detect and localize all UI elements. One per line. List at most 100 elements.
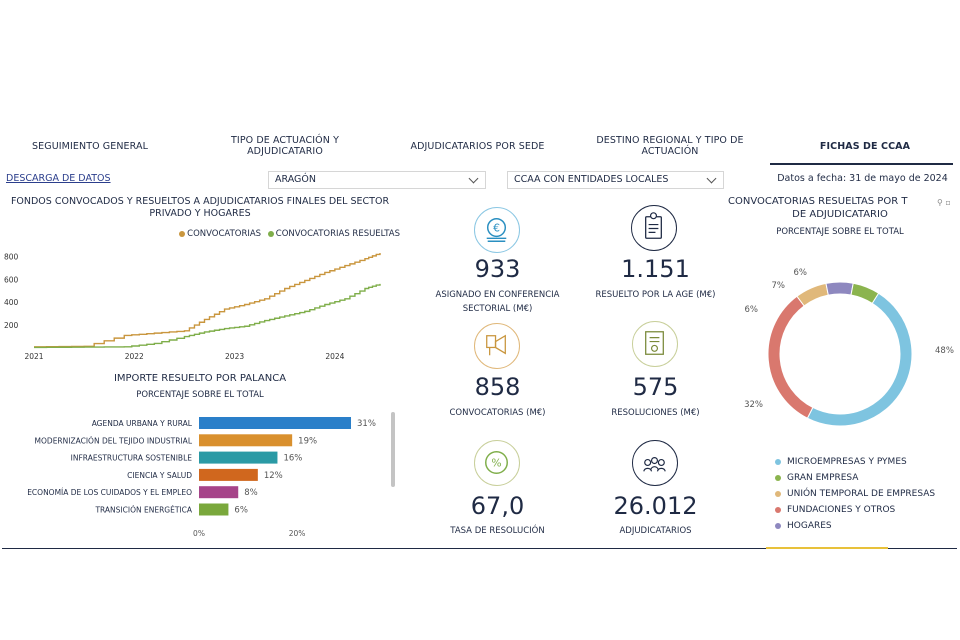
bar-value-label: 19%: [298, 436, 317, 446]
legend-label: UNIÓN TEMPORAL DE EMPRESAS: [787, 489, 936, 499]
bar-category-label: AGENDA URBANA Y RURAL: [92, 419, 193, 428]
tab-fichas-ccaa[interactable]: FICHAS DE CCAA: [819, 141, 911, 152]
download-data-link[interactable]: DESCARGA DE DATOS: [6, 173, 111, 184]
x-tick-label: 20%: [289, 529, 306, 538]
legend-item: MICROEMPRESAS Y PYMES: [775, 454, 935, 470]
donut-slice: [850, 282, 880, 305]
tab-destino-regional[interactable]: DESTINO REGIONAL Y TIPO DE ACTUACIÓN: [596, 135, 744, 157]
line-chart: 200 400 600 800 2021 2022 2023 2024: [4, 252, 381, 361]
legend-item: GRAN EMPRESA: [775, 470, 935, 486]
certificate-icon: [632, 321, 678, 367]
series-line-resueltas: [34, 283, 381, 349]
document-badge-icon: [631, 205, 677, 251]
donut-chart: 48% 6% 7% 32% 6%: [744, 268, 954, 427]
svg-text:€: €: [493, 221, 500, 234]
bar-category-label: TRANSICIÓN ENERGÉTICA: [94, 506, 192, 515]
y-tick-label: 800: [4, 252, 19, 261]
kpi-label-resoluciones: RESOLUCIONES (M€): [611, 408, 700, 418]
chevron-down-icon: [468, 173, 479, 184]
bar: [199, 417, 351, 429]
bar: [199, 434, 293, 447]
kpi-label-asignado: ASIGNADO EN CONFERENCIA SECTORIAL (M€): [435, 290, 560, 314]
chevron-down-icon: [706, 173, 717, 184]
donut-slice: [825, 281, 854, 296]
region-select[interactable]: ARAGÓN: [268, 171, 486, 189]
bar: [199, 503, 229, 516]
region-select-value: ARAGÓN: [275, 174, 316, 185]
bar-value-label: 6%: [234, 506, 248, 516]
legend-dot: [775, 458, 781, 465]
active-tab-underline: [770, 163, 953, 165]
donut-value-label: 6%: [794, 268, 808, 278]
y-tick-label: 600: [4, 275, 19, 284]
legend-item: UNIÓN TEMPORAL DE EMPRESAS: [775, 486, 935, 502]
kpi-value-asignado: 933: [474, 255, 521, 283]
kpi-value-convocatorias: 858: [474, 373, 521, 401]
donut-subtitle: PORCENTAJE SOBRE EL TOTAL: [776, 227, 904, 237]
bar-chart: AGENDA URBANA Y RURAL 31% MODERNIZACIÓN DE…: [27, 417, 376, 538]
x-tick-label: 2021: [24, 352, 43, 361]
kpi-value-adjudicatarios: 26.012: [613, 492, 698, 520]
euro-coins-icon: €: [474, 207, 520, 253]
kpi-value-resoluciones: 575: [632, 373, 679, 401]
bottom-accent: [766, 547, 888, 549]
legend-item: FUNDACIONES Y OTROS: [775, 502, 935, 518]
donut-title-line1: CONVOCATORIAS RESUELTAS POR T: [728, 196, 908, 207]
bar-category-label: CIENCIA Y SALUD: [127, 471, 192, 480]
bar-value-label: 12%: [264, 471, 283, 481]
kpi-value-tasa: 67,0: [470, 492, 525, 520]
legend-label-convocatorias: CONVOCATORIAS: [187, 229, 262, 239]
donut-slice: [767, 295, 814, 419]
bar-value-label: 31%: [357, 419, 376, 429]
filter-icon[interactable]: ⚲ ▫: [937, 198, 951, 207]
legend-label: FUNDACIONES Y OTROS: [787, 505, 896, 515]
bar-chart-title: IMPORTE RESUELTO POR PALANCA: [113, 373, 287, 384]
bar-category-label: ECONOMÍA DE LOS CUIDADOS Y EL EMPLEO: [27, 488, 192, 497]
percent-icon: %: [474, 440, 520, 486]
legend-label: MICROEMPRESAS Y PYMES: [787, 457, 907, 467]
donut-legend: MICROEMPRESAS Y PYMES GRAN EMPRESA UNIÓN T…: [775, 454, 935, 534]
legend-dot: [775, 474, 781, 481]
bar: [199, 468, 258, 481]
series-line-convocatorias: [34, 253, 381, 348]
data-date: Datos a fecha: 31 de mayo de 2024: [777, 173, 948, 184]
legend-item: HOGARES: [775, 518, 935, 534]
y-tick-label: 400: [4, 298, 19, 307]
legend-label: GRAN EMPRESA: [787, 473, 859, 483]
x-tick-label: 2022: [125, 352, 144, 361]
legend-label: HOGARES: [787, 521, 832, 531]
svg-text:%: %: [491, 456, 501, 469]
bar-category-label: INFRAESTRUCTURA SOSTENIBLE: [71, 454, 193, 463]
bar-chart-scrollbar[interactable]: [391, 412, 395, 487]
entity-select[interactable]: CCAA CON ENTIDADES LOCALES: [507, 171, 724, 189]
x-tick-label: 2023: [225, 352, 244, 361]
bar-category-label: MODERNIZACIÓN DEL TEJIDO INDUSTRIAL: [35, 436, 193, 445]
kpi-value-resuelto-age: 1.151: [621, 255, 690, 283]
bar: [199, 451, 278, 464]
kpi-label-convocatorias: CONVOCATORIAS (M€): [449, 408, 546, 418]
kpi-label-adjudicatarios: ADJUDICATARIOS: [619, 526, 692, 536]
line-chart-legend: CONVOCATORIAS CONVOCATORIAS RESUELTAS: [150, 229, 400, 239]
donut-value-label: 7%: [772, 281, 786, 291]
megaphone-icon: [474, 323, 520, 369]
entity-select-value: CCAA CON ENTIDADES LOCALES: [514, 174, 669, 185]
donut-title-line2: DE ADJUDICATARIO: [792, 209, 888, 220]
donut-value-label: 32%: [744, 400, 763, 410]
x-tick-label: 0%: [193, 529, 205, 538]
tab-seguimiento-general[interactable]: SEGUIMIENTO GENERAL: [32, 141, 148, 152]
bar: [199, 486, 239, 499]
kpi-label-resuelto-age: RESUELTO POR LA AGE (M€): [595, 290, 716, 300]
legend-dot-resueltas: [267, 230, 274, 237]
line-chart-title: FONDOS CONVOCADOS Y RESUELTOS A ADJUDICA…: [10, 196, 390, 219]
legend-dot: [775, 506, 781, 513]
bottom-divider: [2, 548, 957, 549]
legend-dot: [775, 490, 781, 497]
bar-value-label: 16%: [283, 454, 302, 464]
legend-dot-convocatorias: [179, 230, 186, 237]
legend-dot: [775, 522, 781, 529]
people-group-icon: [632, 440, 678, 486]
donut-value-label: 6%: [745, 305, 759, 315]
tab-adjudicatarios-sede[interactable]: ADJUDICATARIOS POR SEDE: [410, 141, 545, 152]
donut-slice: [806, 292, 913, 427]
tab-tipo-actuacion[interactable]: TIPO DE ACTUACIÓN Y ADJUDICATARIO: [231, 135, 339, 157]
